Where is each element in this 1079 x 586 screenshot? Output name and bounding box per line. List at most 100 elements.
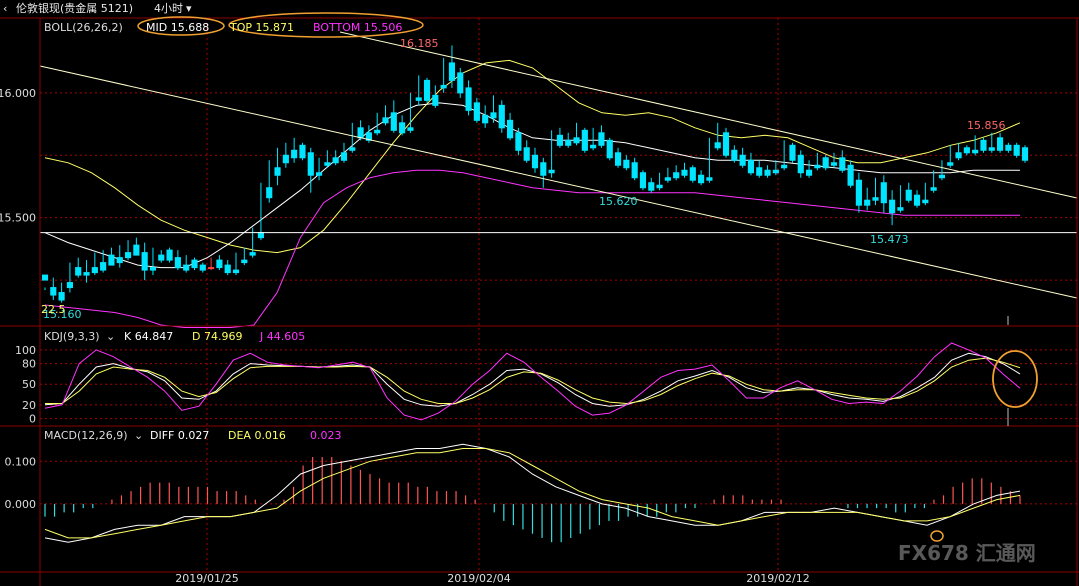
candle-body xyxy=(897,207,904,211)
period-selector[interactable]: 4小时 xyxy=(154,2,183,15)
candle-body xyxy=(980,139,987,151)
date-tick-label: 2019/02/12 xyxy=(746,572,809,585)
candle-body xyxy=(66,282,73,289)
candle-body xyxy=(855,179,862,206)
candle-body xyxy=(390,112,397,131)
boll-bottom-line xyxy=(44,169,1020,328)
candle-body xyxy=(839,157,846,171)
candle-body xyxy=(174,257,181,269)
candle-body xyxy=(482,114,489,124)
boll-bands xyxy=(44,59,1021,328)
candle-body xyxy=(249,252,256,256)
trend-line-upper xyxy=(339,31,1078,199)
candle-body xyxy=(365,132,372,141)
boll-top-label: TOP 15.871 xyxy=(230,21,294,34)
candle-body xyxy=(432,94,439,106)
candle-body xyxy=(41,274,49,281)
candle-body xyxy=(922,199,929,204)
kdj-k-label: K 64.847 xyxy=(124,330,174,343)
candle-body xyxy=(149,267,157,271)
candle-body xyxy=(689,167,696,181)
kdj-name: KDJ(9,3,3) xyxy=(44,330,100,343)
candle-body xyxy=(324,162,331,166)
candle-body xyxy=(1013,144,1020,156)
kdj-tick-label: 50 xyxy=(22,378,36,391)
candle-body xyxy=(91,267,98,274)
candle-body xyxy=(498,104,505,129)
candle-body xyxy=(266,187,273,199)
candle-body xyxy=(955,152,962,159)
candle-body xyxy=(988,147,995,151)
title-bar: ‹ 伦敦银现(贵金属 5121) 4小时 ▾ xyxy=(0,0,1079,18)
candle-body xyxy=(830,162,838,166)
candle-body xyxy=(673,172,680,179)
candle-body xyxy=(648,182,655,191)
candle-body xyxy=(166,249,173,261)
candle-body xyxy=(216,259,223,269)
kdj-d-line xyxy=(45,357,1021,405)
grid-lines xyxy=(40,18,1077,572)
candle-body xyxy=(374,129,381,134)
macd-tick-label: 0.000 xyxy=(5,498,37,511)
candle-body xyxy=(606,139,613,159)
candle-body xyxy=(531,154,539,169)
candle-body xyxy=(731,149,738,161)
kdj-j-line xyxy=(44,342,1021,421)
candle-body xyxy=(872,197,879,201)
chevron-down-icon[interactable]: ▾ xyxy=(186,2,192,15)
candle-body xyxy=(382,117,389,124)
watermark-logo: FX678 汇通网 xyxy=(898,541,1036,565)
candle-body xyxy=(889,199,896,214)
candle-body xyxy=(581,129,588,151)
candle-body xyxy=(183,264,190,271)
candle-body xyxy=(291,149,298,159)
candle-body xyxy=(623,159,630,169)
candle-body xyxy=(797,154,804,174)
back-icon[interactable]: ‹ xyxy=(3,2,8,15)
candle-body xyxy=(448,62,456,81)
candle-body xyxy=(133,244,140,256)
candle-body xyxy=(473,102,480,121)
candle-body xyxy=(681,169,688,176)
low-label-1: 15.620 xyxy=(599,195,638,208)
macd-dea-label: DEA 0.016 xyxy=(228,429,286,442)
candle-body xyxy=(108,254,115,266)
candle-body xyxy=(756,167,763,176)
candle-body xyxy=(540,162,547,176)
date-tick-label: 2019/01/25 xyxy=(175,572,238,585)
candle-body xyxy=(199,264,206,271)
kdj-j-label: J 44.605 xyxy=(260,330,306,343)
candle-body xyxy=(490,112,497,119)
instrument-name[interactable]: 伦敦银现(贵金属 5121) xyxy=(16,2,134,15)
date-tick-label: 2019/02/04 xyxy=(447,572,510,585)
candle-body xyxy=(415,97,422,101)
low-label-2: 15.473 xyxy=(870,233,909,246)
macd-dea-line xyxy=(44,448,1021,539)
candle-body xyxy=(340,152,348,161)
kdj-tick-label: 100 xyxy=(15,344,36,357)
kdj-tick-label: 80 xyxy=(22,358,36,371)
candle-body xyxy=(158,254,165,261)
candle-body xyxy=(241,259,248,264)
highlight-macd-cross xyxy=(930,530,944,542)
start-low-label: 15.160 xyxy=(43,308,82,321)
candle-body xyxy=(739,154,746,166)
candle-body xyxy=(656,184,663,189)
highlight-mid-ellipse xyxy=(137,16,225,36)
candle-body xyxy=(457,72,464,94)
candle-body xyxy=(772,169,779,174)
recent-high-label: 15.856 xyxy=(967,119,1006,132)
candle-body xyxy=(805,169,813,176)
candle-body xyxy=(307,152,314,176)
highlight-kdj-ellipse xyxy=(992,350,1038,408)
candle-body xyxy=(299,144,306,159)
candle-body xyxy=(781,164,788,169)
candle-body xyxy=(938,174,946,179)
boll-mid-label: MID 15.688 xyxy=(146,21,210,34)
candle-body xyxy=(614,152,622,166)
candle-body xyxy=(639,172,647,189)
boll-name: BOLL(26,26,2) xyxy=(44,21,123,34)
